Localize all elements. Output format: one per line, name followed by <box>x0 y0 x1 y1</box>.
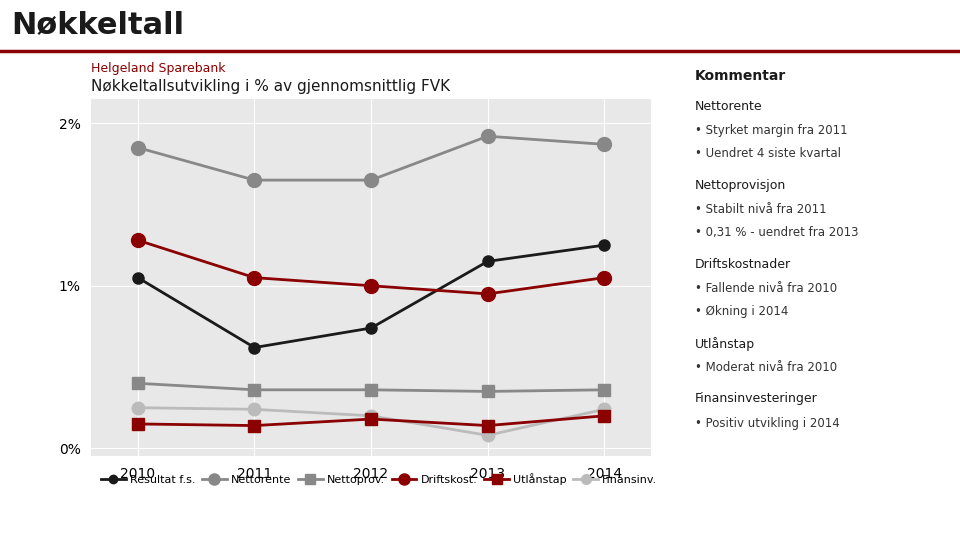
Text: Kommentar: Kommentar <box>695 69 786 82</box>
Text: Nettoprovisjon: Nettoprovisjon <box>695 179 786 192</box>
Text: En drivkraft for vekst på Helgeland: En drivkraft for vekst på Helgeland <box>17 515 284 532</box>
Text: 12: 12 <box>911 515 936 532</box>
Text: Utlånstap: Utlånstap <box>695 337 755 351</box>
Text: • 0,31 % - uendret fra 2013: • 0,31 % - uendret fra 2013 <box>695 227 858 240</box>
Text: • Styrket margin fra 2011: • Styrket margin fra 2011 <box>695 124 848 137</box>
Text: Nettorente: Nettorente <box>695 100 762 113</box>
Text: • Uendret 4 siste kvartal: • Uendret 4 siste kvartal <box>695 147 841 161</box>
Text: Nøkkeltall: Nøkkeltall <box>12 10 184 39</box>
Text: • Positiv utvikling i 2014: • Positiv utvikling i 2014 <box>695 417 840 430</box>
Text: Driftskostnader: Driftskostnader <box>695 258 791 271</box>
Text: • Fallende nivå fra 2010: • Fallende nivå fra 2010 <box>695 282 837 295</box>
Text: Nøkkeltallsutvikling i % av gjennomsnittlig FVK: Nøkkeltallsutvikling i % av gjennomsnitt… <box>91 79 450 94</box>
Text: • Moderat nivå fra 2010: • Moderat nivå fra 2010 <box>695 361 837 374</box>
Text: Finansinvesteringer: Finansinvesteringer <box>695 393 818 405</box>
Legend: Resultat f.s., Nettorente, Nettoprov., Driftskost., Utlånstap, Finansinv.: Resultat f.s., Nettorente, Nettoprov., D… <box>97 468 662 489</box>
Text: • Økning i 2014: • Økning i 2014 <box>695 305 788 318</box>
Text: Helgeland Sparebank: Helgeland Sparebank <box>91 62 226 75</box>
Text: • Stabilt nivå fra 2011: • Stabilt nivå fra 2011 <box>695 203 827 216</box>
